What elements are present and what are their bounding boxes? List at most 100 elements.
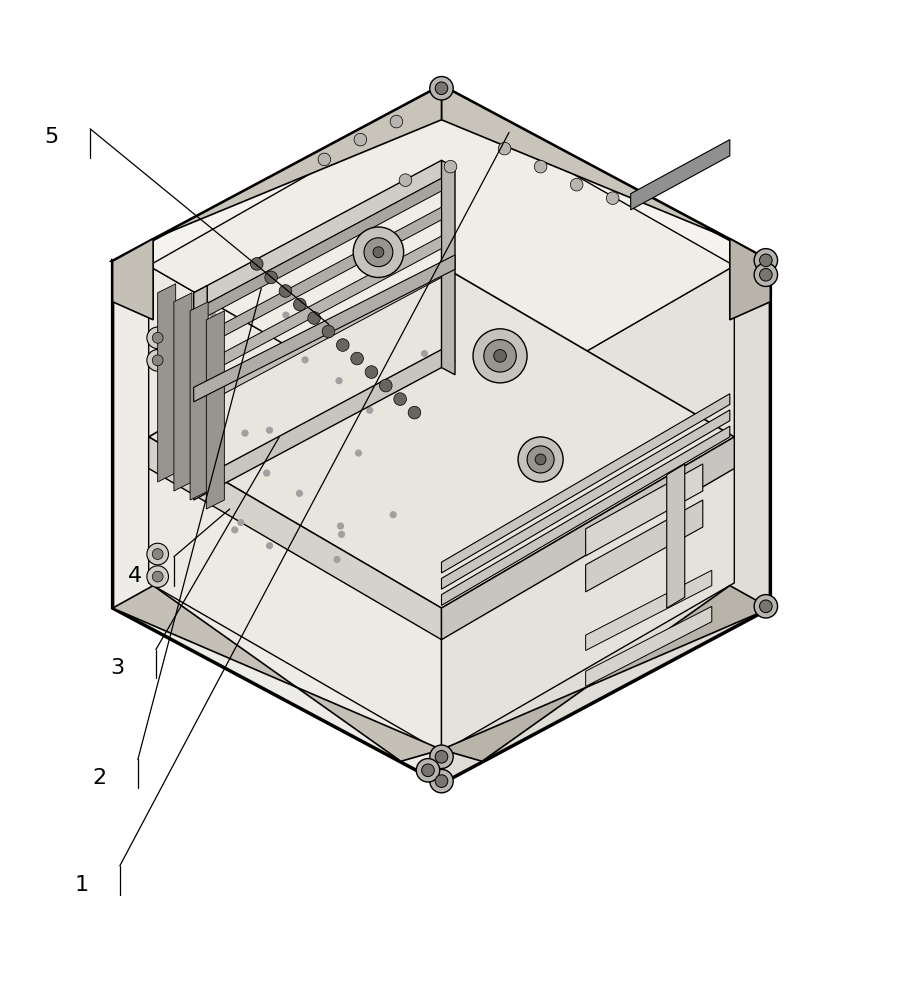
Circle shape bbox=[570, 178, 583, 191]
Circle shape bbox=[355, 450, 362, 457]
Polygon shape bbox=[586, 464, 703, 556]
Polygon shape bbox=[194, 178, 441, 323]
Circle shape bbox=[350, 352, 363, 365]
Circle shape bbox=[308, 312, 321, 324]
Polygon shape bbox=[586, 606, 712, 687]
Circle shape bbox=[333, 556, 341, 563]
Polygon shape bbox=[206, 311, 224, 509]
Polygon shape bbox=[441, 86, 770, 261]
Polygon shape bbox=[194, 286, 207, 500]
Circle shape bbox=[421, 350, 428, 357]
Circle shape bbox=[473, 329, 527, 383]
Text: 4: 4 bbox=[128, 566, 142, 586]
Circle shape bbox=[527, 446, 554, 473]
Circle shape bbox=[760, 600, 772, 613]
Circle shape bbox=[318, 153, 331, 166]
Circle shape bbox=[760, 254, 772, 267]
Circle shape bbox=[337, 522, 344, 530]
Circle shape bbox=[444, 160, 457, 173]
Circle shape bbox=[754, 595, 778, 618]
Polygon shape bbox=[194, 265, 441, 410]
Circle shape bbox=[389, 511, 396, 518]
Text: 3: 3 bbox=[110, 658, 124, 678]
Circle shape bbox=[296, 490, 303, 497]
Polygon shape bbox=[149, 266, 441, 752]
Circle shape bbox=[754, 263, 778, 286]
Circle shape bbox=[430, 77, 453, 100]
Circle shape bbox=[336, 339, 349, 351]
Circle shape bbox=[152, 332, 163, 343]
Text: 2: 2 bbox=[92, 768, 106, 788]
Polygon shape bbox=[194, 236, 441, 381]
Polygon shape bbox=[194, 207, 441, 352]
Polygon shape bbox=[441, 437, 734, 640]
Circle shape bbox=[147, 327, 168, 349]
Text: 5: 5 bbox=[44, 127, 59, 147]
Polygon shape bbox=[194, 160, 455, 304]
Circle shape bbox=[430, 769, 453, 793]
Circle shape bbox=[279, 285, 292, 297]
Polygon shape bbox=[149, 99, 734, 435]
Polygon shape bbox=[586, 570, 712, 650]
Polygon shape bbox=[730, 239, 770, 320]
Polygon shape bbox=[441, 160, 455, 375]
Polygon shape bbox=[441, 586, 770, 761]
Circle shape bbox=[422, 764, 434, 777]
Circle shape bbox=[237, 519, 244, 526]
Polygon shape bbox=[631, 140, 730, 210]
Polygon shape bbox=[194, 350, 455, 493]
Circle shape bbox=[760, 268, 772, 281]
Polygon shape bbox=[194, 255, 455, 402]
Circle shape bbox=[282, 311, 289, 319]
Circle shape bbox=[373, 247, 384, 258]
Circle shape bbox=[365, 366, 378, 378]
Polygon shape bbox=[149, 266, 734, 608]
Circle shape bbox=[147, 350, 168, 371]
Circle shape bbox=[354, 133, 367, 146]
Circle shape bbox=[366, 407, 373, 414]
Circle shape bbox=[302, 356, 309, 363]
Circle shape bbox=[210, 312, 217, 319]
Circle shape bbox=[535, 454, 546, 465]
Circle shape bbox=[754, 249, 778, 272]
Circle shape bbox=[335, 377, 342, 384]
Circle shape bbox=[147, 566, 168, 587]
Polygon shape bbox=[158, 284, 176, 482]
Text: 1: 1 bbox=[74, 875, 88, 895]
Circle shape bbox=[416, 759, 440, 782]
Polygon shape bbox=[441, 266, 734, 752]
Circle shape bbox=[266, 427, 273, 434]
Circle shape bbox=[232, 526, 239, 534]
Polygon shape bbox=[113, 261, 441, 784]
Circle shape bbox=[199, 306, 206, 314]
Circle shape bbox=[408, 406, 421, 419]
Circle shape bbox=[263, 469, 270, 477]
Polygon shape bbox=[190, 302, 208, 500]
Polygon shape bbox=[113, 586, 441, 761]
Circle shape bbox=[435, 775, 448, 787]
Circle shape bbox=[430, 745, 453, 768]
Circle shape bbox=[435, 750, 448, 763]
Circle shape bbox=[534, 160, 547, 173]
Polygon shape bbox=[586, 500, 703, 592]
Polygon shape bbox=[174, 293, 192, 491]
Circle shape bbox=[294, 298, 306, 311]
Circle shape bbox=[606, 192, 619, 204]
Polygon shape bbox=[441, 410, 730, 589]
Circle shape bbox=[147, 543, 168, 565]
Polygon shape bbox=[113, 86, 770, 435]
Circle shape bbox=[364, 238, 393, 267]
Polygon shape bbox=[667, 464, 685, 608]
Circle shape bbox=[435, 82, 448, 95]
Polygon shape bbox=[113, 239, 153, 320]
Polygon shape bbox=[441, 394, 730, 573]
Circle shape bbox=[484, 340, 516, 372]
Circle shape bbox=[265, 271, 278, 284]
Circle shape bbox=[152, 549, 163, 559]
Polygon shape bbox=[441, 426, 730, 605]
Circle shape bbox=[518, 437, 563, 482]
Circle shape bbox=[250, 258, 263, 270]
Polygon shape bbox=[113, 86, 441, 261]
Circle shape bbox=[323, 325, 335, 338]
Circle shape bbox=[498, 142, 511, 155]
